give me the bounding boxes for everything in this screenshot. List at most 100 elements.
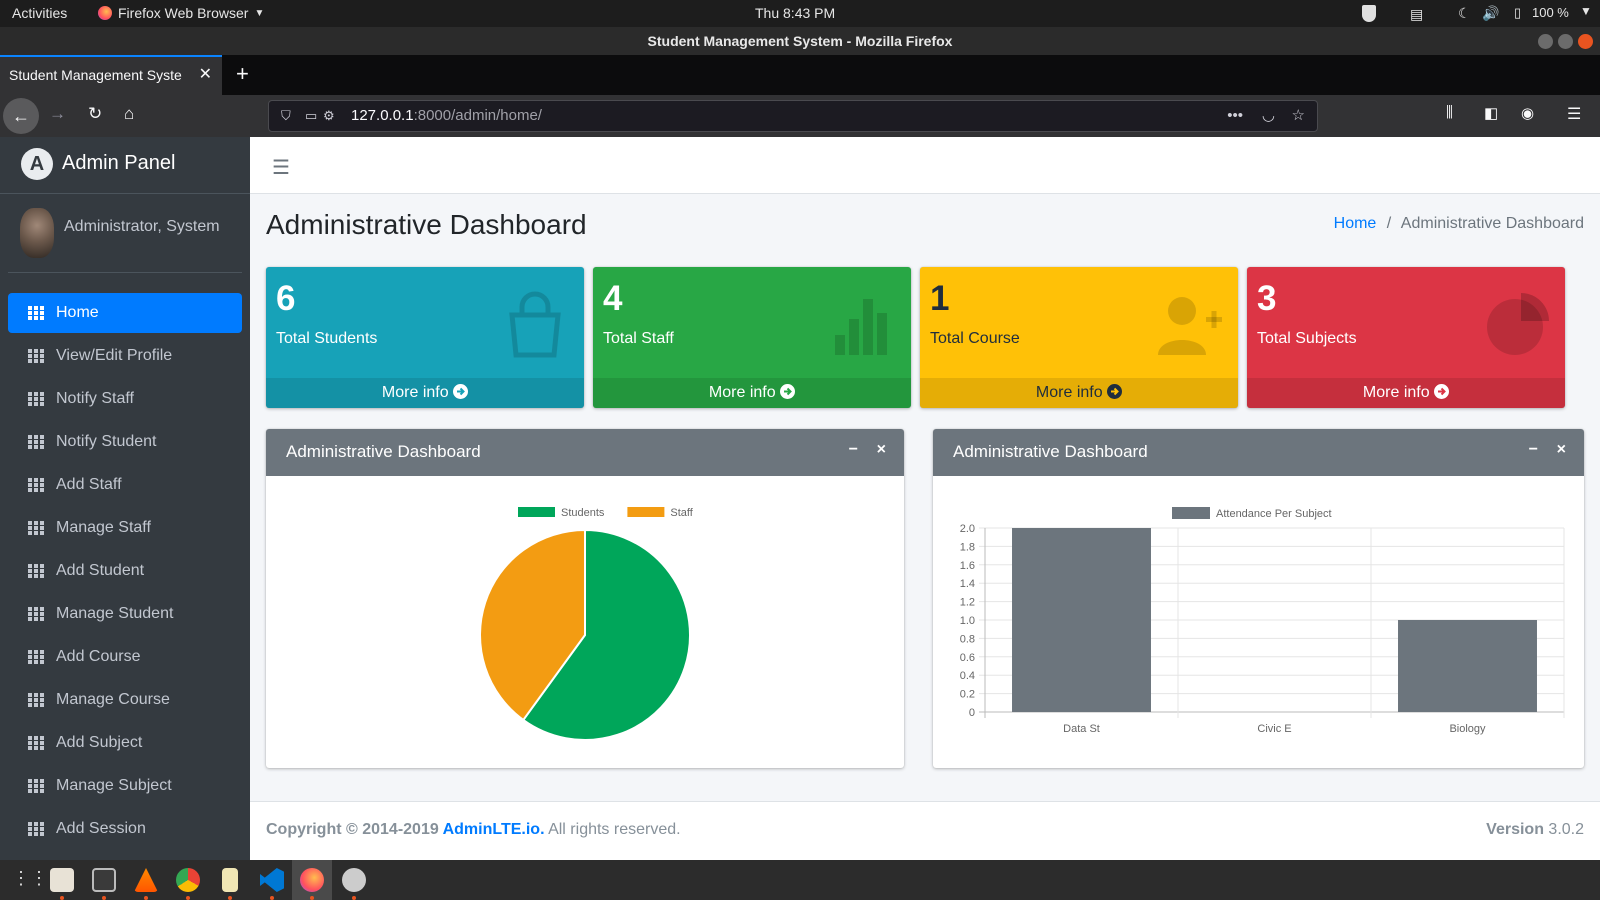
- sidebar-item-label: Add Student: [56, 562, 145, 579]
- navigation-toolbar: ← → ↻ ⌂ ⛉ ▭ ⚙ 127.0.0.1:8000/admin/home/…: [0, 95, 1600, 137]
- chevron-down-icon[interactable]: ▼: [1580, 4, 1592, 18]
- bookmark-star-icon[interactable]: ☆: [1291, 107, 1305, 124]
- legend-swatch: [627, 507, 665, 517]
- sidebar-item-manage-subject[interactable]: Manage Subject: [8, 766, 242, 806]
- more-info-label: More info: [1362, 384, 1430, 401]
- stat-value: 3: [1257, 279, 1277, 318]
- breadcrumb: Home / Administrative Dashboard: [1334, 215, 1584, 233]
- menu-icon[interactable]: ☰: [1567, 106, 1582, 123]
- arrow-circle-right-icon: [453, 384, 469, 399]
- notes-icon[interactable]: [222, 868, 238, 892]
- rights-text: All rights reserved.: [544, 821, 681, 838]
- bar-biology[interactable]: [1398, 620, 1537, 712]
- terminal-icon[interactable]: [92, 868, 116, 892]
- adminlte-link[interactable]: AdminLTE.io.: [442, 821, 545, 838]
- permissions-icon[interactable]: ⚙: [323, 108, 335, 123]
- minimize-card-button[interactable]: −: [1528, 441, 1538, 458]
- list-icon[interactable]: ▤: [1410, 6, 1424, 22]
- new-tab-button[interactable]: +: [236, 61, 249, 86]
- sidebar-item-add-subject[interactable]: Add Subject: [8, 723, 242, 763]
- more-info-link[interactable]: More info: [593, 378, 911, 408]
- minimize-window-button[interactable]: [1538, 34, 1553, 49]
- settings-icon[interactable]: [342, 868, 366, 892]
- chrome-icon[interactable]: [176, 868, 200, 892]
- close-card-button[interactable]: ×: [876, 441, 886, 458]
- sidebar-item-add-student[interactable]: Add Student: [8, 551, 242, 591]
- breadcrumb-current: Administrative Dashboard: [1400, 215, 1584, 232]
- vscode-icon[interactable]: [260, 868, 284, 892]
- night-mode-icon[interactable]: ☾: [1458, 5, 1471, 21]
- running-indicator: [144, 896, 148, 900]
- arrow-circle-right-icon: [1107, 384, 1123, 399]
- stat-box-total-course: 1 Total Course More info: [920, 267, 1238, 408]
- sidebar-item-manage-course[interactable]: Manage Course: [8, 680, 242, 720]
- library-icon[interactable]: ⫼: [1446, 104, 1453, 121]
- more-info-link[interactable]: More info: [920, 378, 1238, 408]
- sidebar-item-add-staff[interactable]: Add Staff: [8, 465, 242, 505]
- user-panel[interactable]: [8, 195, 242, 273]
- minimize-card-button[interactable]: −: [848, 441, 858, 458]
- more-info-link[interactable]: More info: [266, 378, 584, 408]
- running-indicator: [186, 896, 190, 900]
- volume-icon[interactable]: 🔊: [1482, 5, 1500, 21]
- main-footer: Copyright © 2014-2019 AdminLTE.io. All r…: [250, 801, 1600, 860]
- bar-data-st[interactable]: [1012, 528, 1151, 712]
- brand-link[interactable]: A Admin Panel: [0, 137, 250, 194]
- page-title: Administrative Dashboard: [266, 209, 587, 240]
- user-name[interactable]: Administrator, System: [64, 218, 220, 235]
- user-plus-icon: [1158, 297, 1222, 355]
- firefox-icon[interactable]: [300, 868, 324, 892]
- account-icon[interactable]: ◉: [1521, 105, 1535, 122]
- pie-slice-students[interactable]: [521, 528, 691, 741]
- forward-button[interactable]: →: [49, 104, 66, 123]
- stat-box-total-staff: 4 Total Staff More info: [593, 267, 911, 408]
- home-button[interactable]: ⌂: [124, 104, 135, 123]
- version-label: Version: [1486, 821, 1544, 838]
- pocket-icon[interactable]: ◡: [1261, 107, 1275, 124]
- vlc-icon[interactable]: [134, 868, 158, 892]
- sidebar-item-view-edit-profile[interactable]: View/Edit Profile: [8, 336, 242, 376]
- sidebar-item-manage-student[interactable]: Manage Student: [8, 594, 242, 634]
- th-grid-icon: [28, 822, 44, 836]
- sidebar-item-add-session[interactable]: Add Session: [8, 809, 242, 849]
- tracking-shield-icon[interactable]: ⛉: [281, 108, 291, 123]
- url-bar[interactable]: ⛉ ▭ ⚙ 127.0.0.1:8000/admin/home/ ••• ◡ ☆: [268, 100, 1318, 132]
- hamburger-menu-icon[interactable]: ☰: [272, 157, 290, 179]
- legend-label[interactable]: Attendance Per Subject: [1216, 508, 1332, 520]
- sidebar-item-add-course[interactable]: Add Course: [8, 637, 242, 677]
- stat-value: 4: [603, 279, 623, 318]
- more-info-label: More info: [708, 384, 776, 401]
- sidebar-item-home[interactable]: Home: [8, 293, 242, 333]
- stat-label: Total Course: [930, 330, 1020, 347]
- running-indicator: [228, 896, 232, 900]
- maximize-window-button[interactable]: [1558, 34, 1573, 49]
- pie-slice-staff[interactable]: [479, 528, 586, 722]
- th-grid-icon: [28, 521, 44, 535]
- close-card-button[interactable]: ×: [1556, 441, 1566, 458]
- sidebar-item-notify-student[interactable]: Notify Student: [8, 422, 242, 462]
- close-window-button[interactable]: [1578, 34, 1593, 49]
- activities-button[interactable]: Activities: [12, 5, 68, 21]
- breadcrumb-home-link[interactable]: Home: [1333, 215, 1377, 232]
- browser-tab[interactable]: Student Management Syste ✕: [0, 55, 222, 95]
- more-info-link[interactable]: More info: [1247, 378, 1565, 408]
- sidebar-item-manage-staff[interactable]: Manage Staff: [8, 508, 242, 548]
- back-button[interactable]: ←: [3, 98, 39, 134]
- clock[interactable]: Thu 8:43 PM: [755, 5, 836, 21]
- reload-button[interactable]: ↻: [88, 104, 103, 123]
- y-tick-label: 0.4: [960, 670, 975, 682]
- files-icon[interactable]: [50, 868, 74, 892]
- y-tick-label: 1.8: [960, 541, 975, 553]
- running-indicator: [102, 896, 106, 900]
- legend-label[interactable]: Students: [561, 507, 605, 519]
- page-icon[interactable]: ▭: [305, 108, 318, 123]
- app-grid-icon[interactable]: ⋮⋮: [12, 868, 48, 888]
- battery-icon[interactable]: ▯: [1514, 5, 1522, 20]
- legend-label[interactable]: Staff: [670, 507, 693, 519]
- page-actions-icon[interactable]: •••: [1227, 107, 1243, 124]
- close-tab-icon[interactable]: ✕: [198, 66, 212, 83]
- sidebar-item-notify-staff[interactable]: Notify Staff: [8, 379, 242, 419]
- shield-icon[interactable]: [1362, 5, 1376, 22]
- sidebar-toggle-icon[interactable]: ◧: [1484, 105, 1499, 122]
- app-menu[interactable]: Firefox Web Browser ▼: [98, 5, 264, 21]
